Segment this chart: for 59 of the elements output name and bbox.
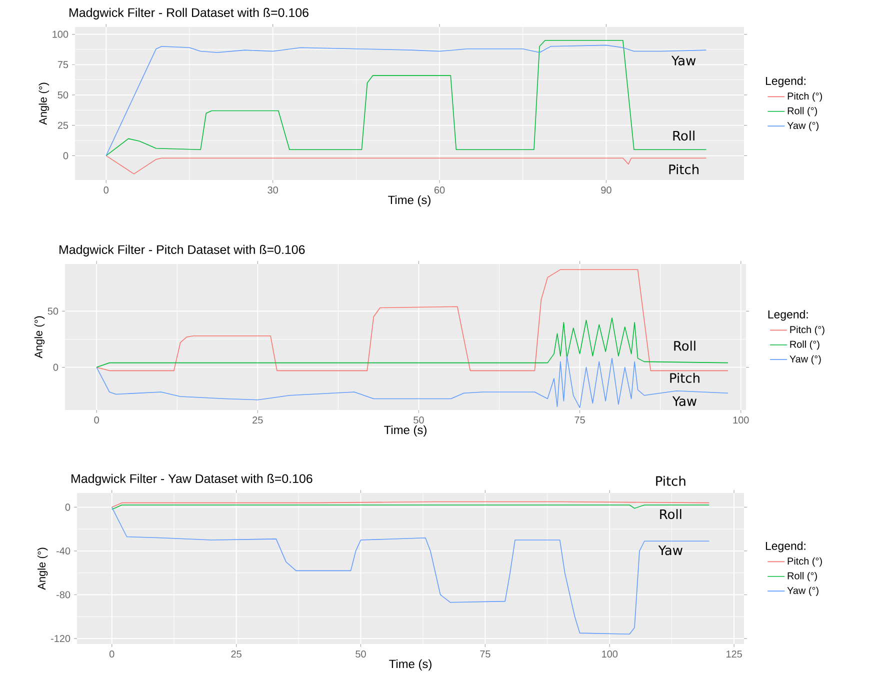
x-tick-label: 30 xyxy=(268,186,278,194)
x-tick-label: 50 xyxy=(356,650,366,658)
annotation: Roll xyxy=(674,340,696,351)
x-tick-label: 0 xyxy=(109,650,114,658)
x-tick-label: 100 xyxy=(602,650,618,658)
legend-label: Pitch (°) xyxy=(790,326,824,336)
x-axis-title: Time (s) xyxy=(388,195,430,207)
legend-label: Pitch (°) xyxy=(788,557,822,567)
y-axis-title: Angle (°) xyxy=(37,548,48,590)
y-tick-label: 0 xyxy=(63,152,68,160)
x-tick-label: 125 xyxy=(726,650,742,658)
x-tick-label: 90 xyxy=(601,186,612,194)
chart-title: Madgwick Filter - Roll Dataset with ß=0.106 xyxy=(70,8,308,20)
x-tick-label: 60 xyxy=(434,186,445,194)
line-series xyxy=(111,506,710,635)
legend-title: Legend: xyxy=(766,76,806,88)
x-tick-label: 100 xyxy=(733,416,749,424)
annotation: Yaw xyxy=(658,546,682,556)
y-tick-label: 50 xyxy=(58,91,68,99)
annotation: Yaw xyxy=(672,396,697,406)
legend-title: Legend: xyxy=(766,542,806,552)
x-tick-label: 25 xyxy=(231,650,242,658)
text: Pitch xyxy=(656,476,686,486)
legend-title: Legend: xyxy=(768,310,808,321)
annotation: Roll xyxy=(660,509,682,520)
legend-label: Roll (°) xyxy=(788,107,817,116)
legend-label: Roll (°) xyxy=(790,340,820,350)
x-tick-label: 50 xyxy=(414,416,424,424)
y-tick-label: 50 xyxy=(48,308,58,315)
y-tick-label: 0 xyxy=(53,364,58,371)
y-axis-title: Angle (°) xyxy=(38,82,50,125)
y-tick-label: 100 xyxy=(52,30,68,38)
x-tick-label: 0 xyxy=(94,416,99,424)
annotation: Pitch xyxy=(670,372,700,383)
y-tick-label: 0 xyxy=(65,504,70,511)
legend-label: Yaw (°) xyxy=(787,586,818,596)
line-series xyxy=(96,356,728,408)
y-tick-label: -80 xyxy=(56,591,70,598)
legend-label: Yaw (°) xyxy=(787,122,818,131)
line-series xyxy=(96,269,728,372)
y-axis-title: Angle (°) xyxy=(34,316,45,358)
x-tick-label: 25 xyxy=(252,416,263,424)
annotation: Yaw xyxy=(671,56,696,66)
annotation: Pitch xyxy=(669,164,698,174)
legend-label: Pitch (°) xyxy=(788,92,822,102)
x-tick-label: 75 xyxy=(574,416,585,424)
x-axis-title: Time (s) xyxy=(384,425,426,437)
y-tick-label: 75 xyxy=(58,61,68,68)
x-tick-label: 75 xyxy=(480,650,490,658)
annotation: Roll xyxy=(673,130,694,141)
chart-title: Madgwick Filter - Yaw Dataset with ß=0.106 xyxy=(72,474,312,486)
chart-title: Madgwick Filter - Pitch Dataset with ß=0.106 xyxy=(60,244,305,256)
x-tick-label: 0 xyxy=(104,186,109,194)
x-axis-title: Time (s) xyxy=(389,659,432,671)
y-tick-label: -120 xyxy=(50,634,70,642)
y-tick-label: -40 xyxy=(56,547,70,554)
legend-label: Yaw (°) xyxy=(790,355,821,364)
legend-label: Roll (°) xyxy=(788,572,817,582)
y-tick-label: 25 xyxy=(58,122,68,129)
